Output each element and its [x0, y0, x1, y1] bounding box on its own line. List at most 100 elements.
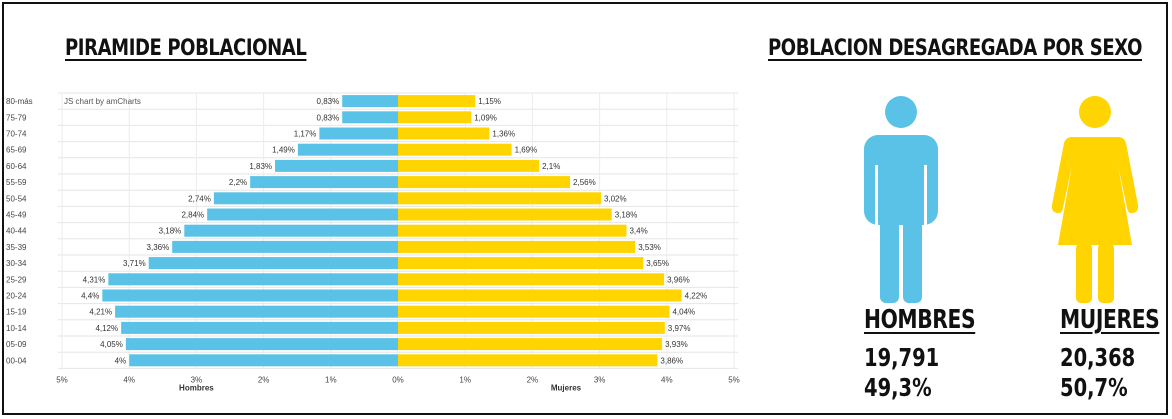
data-label-mujeres: 3,18% [615, 211, 638, 220]
category-label: 05-09 [6, 340, 27, 349]
men-percent: 49,3% [864, 373, 932, 402]
bar-hombres [129, 354, 398, 367]
data-label-hombres: 1,83% [249, 162, 272, 171]
category-label: 60-64 [6, 162, 27, 171]
category-label: 20-24 [6, 292, 27, 301]
chart-credit: JS chart by amCharts [64, 97, 141, 106]
data-label-hombres: 4,31% [83, 275, 106, 284]
data-label-mujeres: 3,02% [604, 194, 627, 203]
women-percent: 50,7% [1060, 373, 1128, 402]
category-label: 75-79 [6, 113, 27, 122]
data-label-hombres: 0,83% [317, 113, 340, 122]
bar-mujeres [398, 95, 476, 108]
chart-labels: 80-más 0,83% 1,15% 75-79 0,83% 1,09% 70-74 1,17… [6, 97, 740, 392]
x-tick-label: 1% [325, 375, 337, 384]
bar-mujeres [398, 305, 670, 318]
axis-label-mujeres: Mujeres [551, 383, 582, 392]
bar-hombres [125, 338, 398, 351]
data-label-hombres: 4,21% [89, 308, 112, 317]
female-person-icon [1051, 96, 1139, 303]
category-label: 15-19 [6, 308, 27, 317]
x-tick-label: 2% [258, 375, 270, 384]
bar-hombres [297, 143, 398, 156]
bar-hombres [207, 208, 398, 221]
bar-hombres [250, 176, 398, 189]
bar-hombres [108, 273, 399, 286]
category-label: 80-más [6, 97, 33, 106]
data-label-hombres: 3,36% [147, 243, 170, 252]
bar-mujeres [398, 257, 644, 270]
bar-hombres [275, 159, 398, 172]
bar-hombres [213, 192, 398, 205]
data-label-mujeres: 3,86% [660, 356, 683, 365]
women-count: 20,368 [1060, 343, 1136, 372]
data-label-mujeres: 1,36% [492, 130, 515, 139]
data-label-mujeres: 3,65% [646, 259, 669, 268]
bar-hombres [115, 305, 398, 318]
category-label: 00-04 [6, 356, 27, 365]
bar-mujeres [398, 192, 601, 205]
category-label: 30-34 [6, 259, 27, 268]
data-label-hombres: 4,4% [81, 292, 99, 301]
x-tick-label: 5% [728, 375, 740, 384]
bar-mujeres [398, 240, 636, 253]
bar-hombres [102, 289, 398, 302]
data-label-hombres: 2,2% [229, 178, 247, 187]
x-tick-label: 1% [459, 375, 471, 384]
bar-mujeres [398, 273, 665, 286]
sex-breakdown-title: POBLACION DESAGREGADA POR SEXO [768, 36, 1143, 61]
men-count: 19,791 [864, 343, 940, 372]
bar-mujeres [398, 321, 665, 334]
bar-mujeres [398, 208, 612, 221]
data-label-mujeres: 1,09% [474, 113, 497, 122]
data-label-mujeres: 4,22% [685, 292, 708, 301]
data-label-mujeres: 3,93% [665, 340, 688, 349]
bar-hombres [121, 321, 399, 334]
bar-mujeres [398, 289, 682, 302]
data-label-mujeres: 3,97% [668, 324, 691, 333]
data-label-hombres: 3,71% [123, 259, 146, 268]
category-label: 25-29 [6, 275, 27, 284]
data-label-mujeres: 3,53% [638, 243, 661, 252]
x-tick-label: 4% [123, 375, 135, 384]
category-label: 35-39 [6, 243, 27, 252]
data-label-hombres: 4,12% [95, 324, 118, 333]
data-label-mujeres: 2,56% [573, 178, 596, 187]
category-label: 40-44 [6, 227, 27, 236]
x-tick-label: 3% [594, 375, 606, 384]
population-pyramid-chart: 80-más 0,83% 1,15% 75-79 0,83% 1,09% 70-74 1,17… [6, 92, 740, 392]
bar-mujeres [398, 111, 472, 124]
data-label-mujeres: 3,96% [667, 275, 690, 284]
data-label-hombres: 4% [115, 356, 127, 365]
data-label-hombres: 2,74% [188, 194, 211, 203]
pyramid-title: PIRAMIDE POBLACIONAL [65, 36, 307, 61]
chart-grid [58, 92, 738, 369]
category-label: 10-14 [6, 324, 27, 333]
x-tick-label: 0% [392, 375, 404, 384]
bar-mujeres [398, 224, 627, 237]
bar-hombres [319, 127, 398, 140]
category-label: 55-59 [6, 178, 27, 187]
bar-mujeres [398, 338, 663, 351]
bar-mujeres [398, 354, 658, 367]
bar-hombres [148, 257, 398, 270]
bar-hombres [342, 95, 398, 108]
women-label: MUJERES [1060, 305, 1160, 335]
bar-hombres [172, 240, 398, 253]
x-tick-label: 4% [661, 375, 673, 384]
x-tick-label: 5% [56, 375, 68, 384]
category-label: 70-74 [6, 130, 27, 139]
bar-hombres [342, 111, 398, 124]
bar-hombres [184, 224, 398, 237]
data-label-hombres: 3,18% [159, 227, 182, 236]
bar-mujeres [398, 143, 512, 156]
axis-label-hombres: Hombres [179, 383, 214, 392]
data-label-mujeres: 4,04% [672, 308, 695, 317]
data-label-hombres: 2,84% [181, 211, 204, 220]
bar-mujeres [398, 159, 540, 172]
bar-mujeres [398, 127, 490, 140]
data-label-hombres: 1,17% [294, 130, 317, 139]
male-person-icon [864, 96, 938, 303]
data-label-mujeres: 3,4% [629, 227, 647, 236]
